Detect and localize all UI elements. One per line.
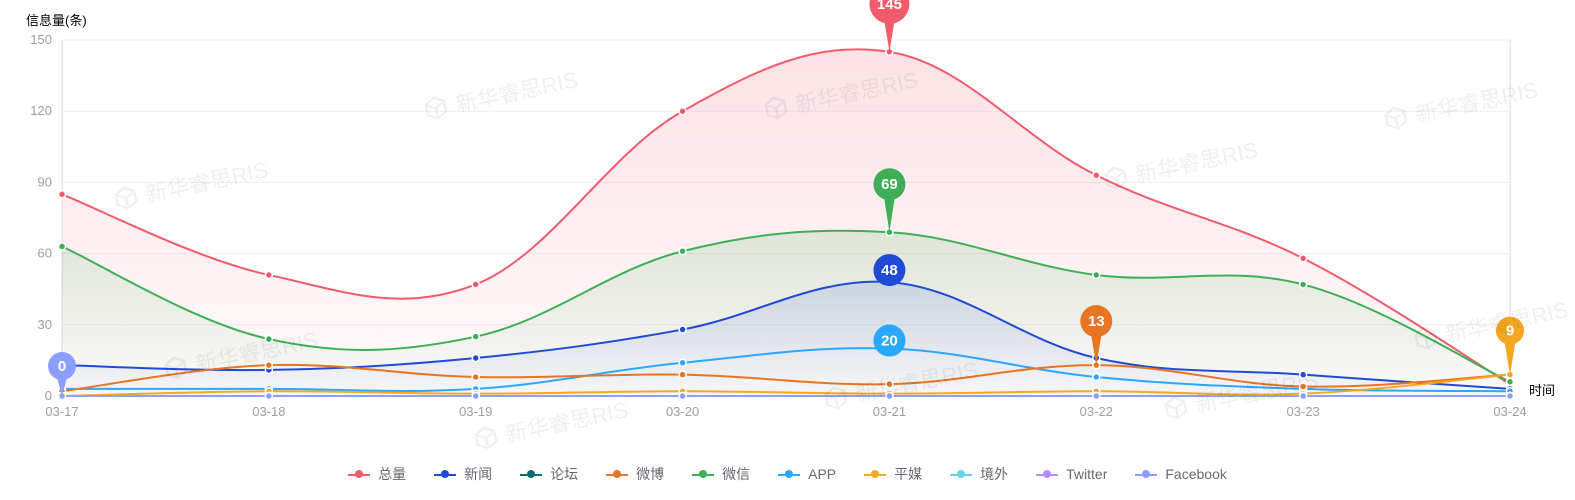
marker-facebook [265,393,272,400]
y-tick-label: 90 [38,174,52,189]
marker-total [265,271,272,278]
marker-app [1093,374,1100,381]
pin-label: 0 [58,358,66,375]
pin-label: 20 [881,333,898,350]
marker-wechat [265,336,272,343]
line-chart: 030609012015003-1703-1803-1903-2003-2103… [0,0,1575,500]
y-tick-label: 60 [38,246,52,261]
marker-facebook [472,393,479,400]
legend-item-overseas[interactable]: 境外 [950,464,1008,484]
marker-total [1093,172,1100,179]
pin-print: 9 [1496,317,1524,375]
y-tick-label: 120 [30,103,52,118]
legend-label: 微信 [722,464,750,484]
marker-wechat [679,248,686,255]
legend-dot-icon [778,469,800,479]
marker-total [59,191,66,198]
marker-news [472,355,479,362]
legend-dot-icon [520,469,542,479]
marker-wechat [472,333,479,340]
pin-label: 48 [881,262,898,279]
pin-news: 48 [873,254,905,286]
legend-item-wechat[interactable]: 微信 [692,464,750,484]
legend-dot-icon [348,469,370,479]
pin-label: 145 [877,0,902,13]
legend-dot-icon [692,469,714,479]
legend-item-facebook[interactable]: Facebook [1135,466,1226,482]
legend-dot-icon [1135,469,1157,479]
y-tick-label: 30 [38,317,52,332]
marker-app [679,359,686,366]
pin-label: 9 [1506,323,1514,340]
legend-label: Twitter [1066,466,1107,482]
legend-dot-icon [606,469,628,479]
x-tick-label: 03-18 [252,404,285,419]
legend: 总量 新闻 论坛 微博 微信 APP 平媒 境外 Twitter Facebook [0,464,1575,484]
x-tick-label: 03-20 [666,404,699,419]
legend-dot-icon [434,469,456,479]
marker-wechat [1093,271,1100,278]
legend-label: 平媒 [894,464,922,484]
marker-facebook [679,393,686,400]
x-tick-label: 03-17 [45,404,78,419]
marker-facebook [1093,393,1100,400]
legend-dot-icon [1036,469,1058,479]
chart-container: 030609012015003-1703-1803-1903-2003-2103… [0,0,1575,500]
legend-item-app[interactable]: APP [778,466,836,482]
marker-news [1300,371,1307,378]
marker-facebook [1507,393,1514,400]
marker-total [472,281,479,288]
marker-facebook [1300,393,1307,400]
marker-weibo [472,374,479,381]
legend-label: APP [808,466,836,482]
marker-weibo [265,362,272,369]
legend-label: Facebook [1165,466,1226,482]
y-tick-label: 0 [45,388,52,403]
pin-app: 20 [873,325,905,357]
pin-total: 145 [869,0,909,52]
legend-item-forum[interactable]: 论坛 [520,464,578,484]
x-tick-label: 03-19 [459,404,492,419]
legend-item-total[interactable]: 总量 [348,464,406,484]
x-axis-title: 时间 [1529,380,1555,400]
x-tick-label: 03-23 [1287,404,1320,419]
pin-label: 13 [1088,313,1105,330]
marker-wechat [59,243,66,250]
legend-item-twitter[interactable]: Twitter [1036,466,1107,482]
marker-weibo [886,381,893,388]
y-tick-label: 150 [30,32,52,47]
marker-weibo [679,371,686,378]
legend-item-print[interactable]: 平媒 [864,464,922,484]
pin-label: 69 [881,176,898,193]
marker-total [679,108,686,115]
legend-label: 微博 [636,464,664,484]
legend-item-news[interactable]: 新闻 [434,464,492,484]
x-tick-label: 03-21 [873,404,906,419]
marker-wechat [1507,378,1514,385]
legend-label: 境外 [980,464,1008,484]
marker-total [1300,255,1307,262]
legend-item-weibo[interactable]: 微博 [606,464,664,484]
marker-weibo [1300,383,1307,390]
marker-wechat [1300,281,1307,288]
legend-label: 新闻 [464,464,492,484]
marker-facebook [886,393,893,400]
legend-label: 总量 [378,464,406,484]
legend-dot-icon [950,469,972,479]
x-tick-label: 03-22 [1080,404,1113,419]
legend-label: 论坛 [550,464,578,484]
x-tick-label: 03-24 [1493,404,1526,419]
marker-news [679,326,686,333]
legend-dot-icon [864,469,886,479]
y-axis-title: 信息量(条) [26,10,87,30]
